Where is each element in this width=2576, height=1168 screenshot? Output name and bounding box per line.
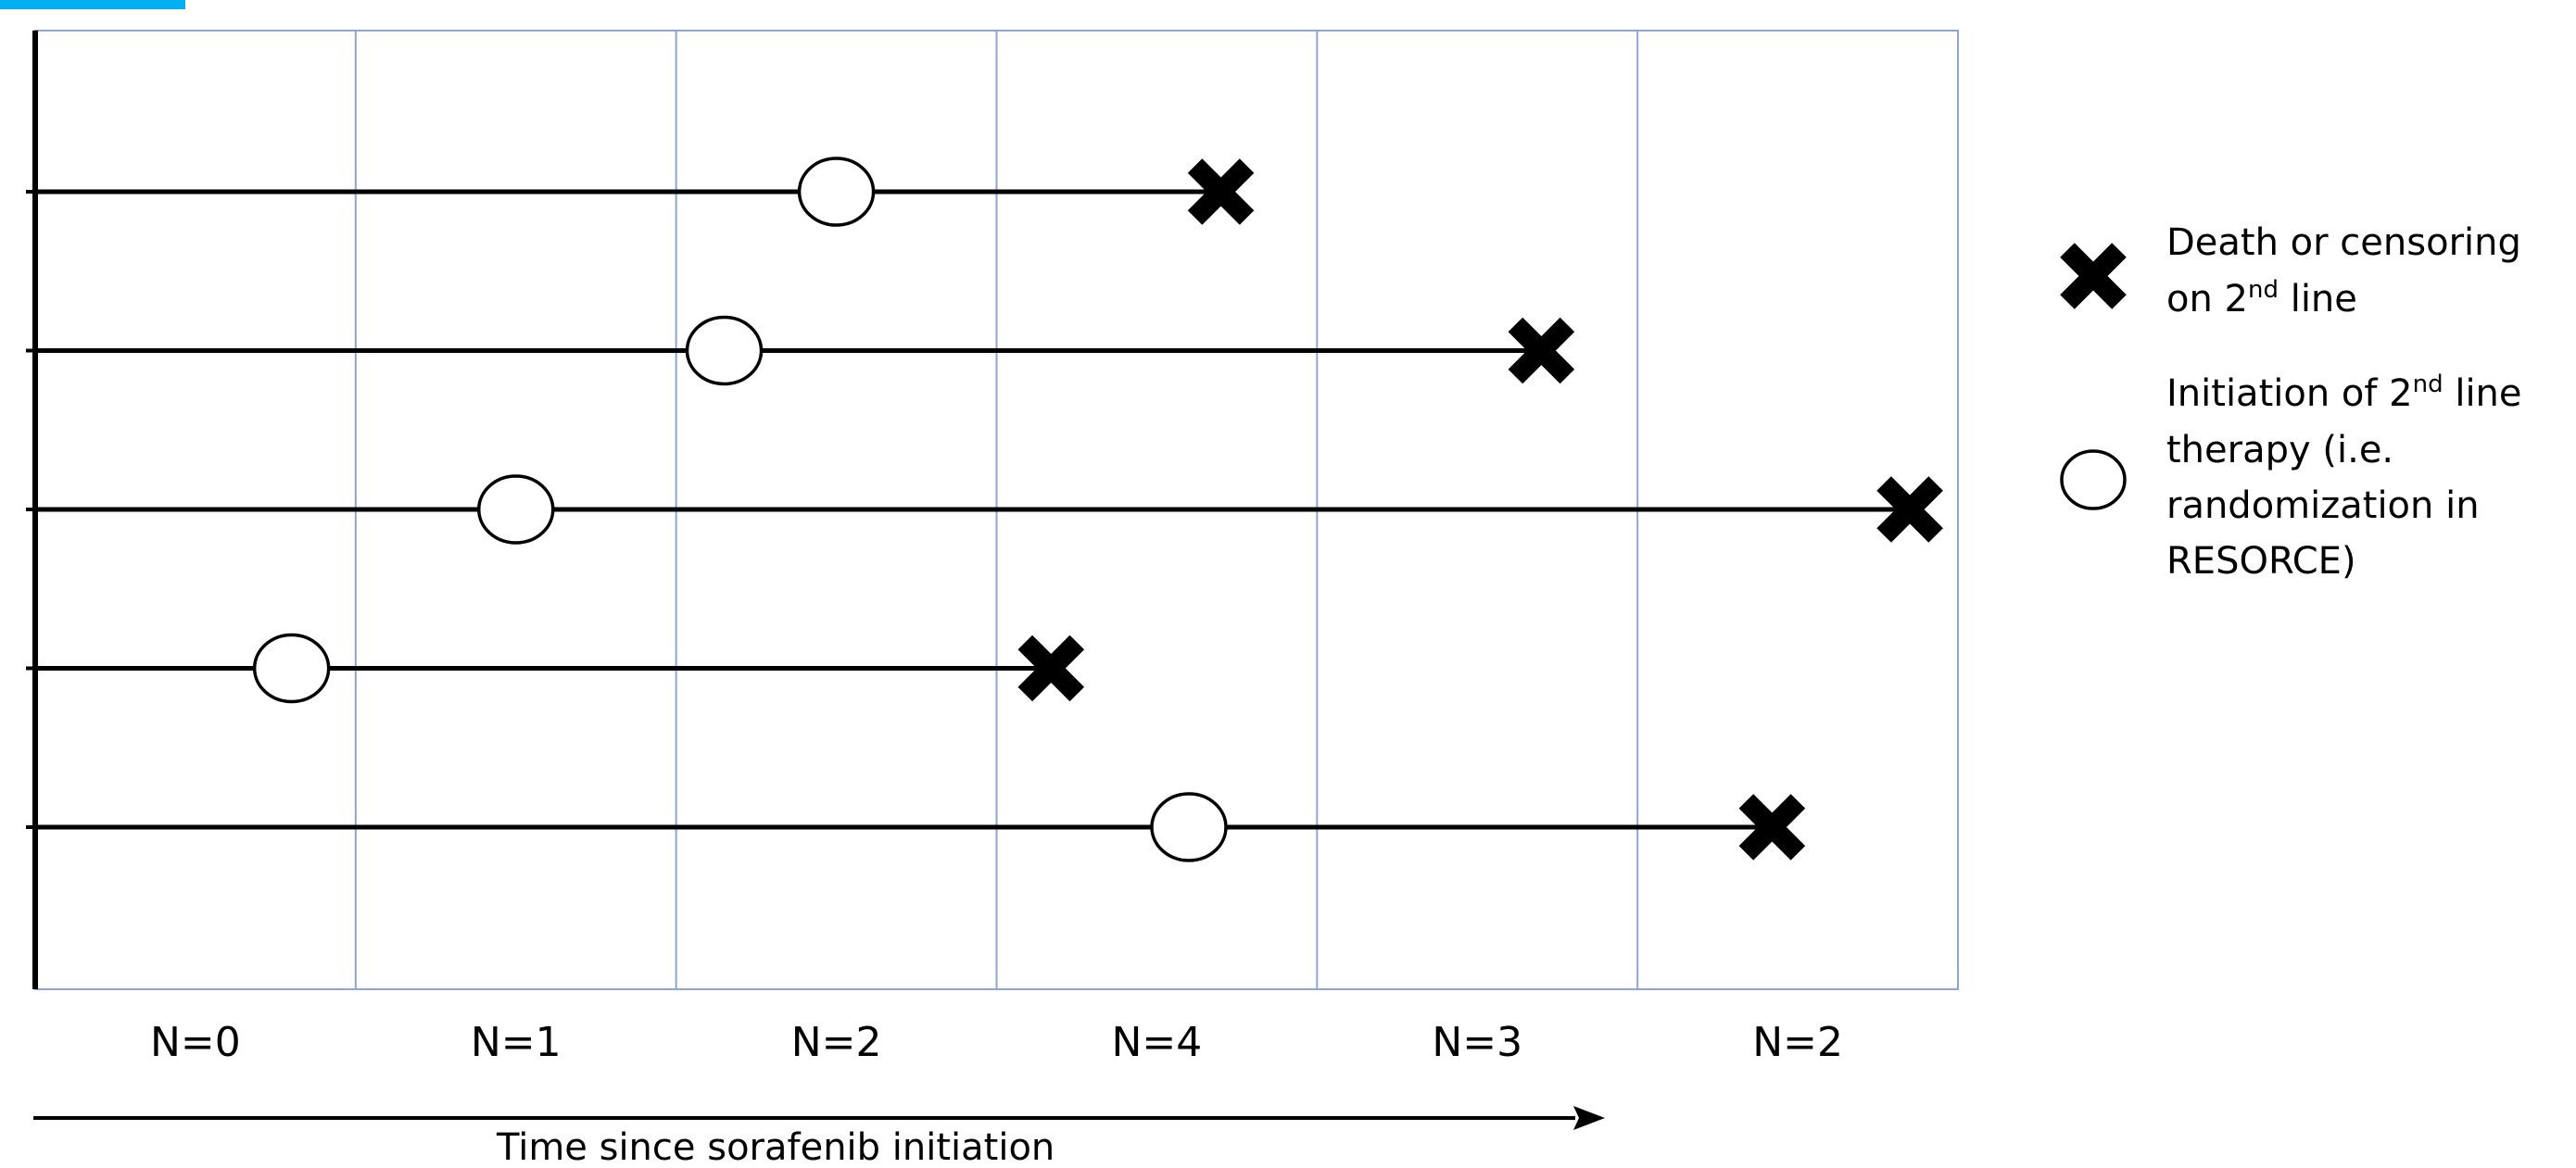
legend-init-line1-post: line xyxy=(2443,372,2522,415)
cross-marker-icon xyxy=(2060,243,2127,309)
legend-init-line1: Initiation of 2nd line xyxy=(2166,370,2522,415)
interval-count-labels: N=0 N=1 N=2 N=4 N=3 N=2 xyxy=(150,1019,1843,1066)
legend: Death or censoring on 2nd line Initiatio… xyxy=(2060,221,2522,583)
legend-death-line1: Death or censoring xyxy=(2166,221,2521,264)
time-axis: Time since sorafenib initiation xyxy=(33,1106,1605,1168)
interval-count-label: N=0 xyxy=(150,1019,241,1066)
legend-item-initiation: Initiation of 2nd line therapy (i.e. ran… xyxy=(2060,370,2522,583)
patient-row xyxy=(26,792,1806,862)
interval-count-label: N=2 xyxy=(791,1019,882,1066)
legend-init-line3: randomization in xyxy=(2166,484,2480,527)
circle-marker-icon xyxy=(2060,449,2127,510)
legend-init-sup: nd xyxy=(2413,370,2443,398)
cross-stroke xyxy=(1187,158,1255,225)
interval-count-label: N=2 xyxy=(1752,1019,1843,1066)
legend-init-line2: therapy (i.e. xyxy=(2166,429,2393,471)
arrowhead-icon xyxy=(1573,1106,1605,1130)
cross-stroke xyxy=(1508,317,1575,384)
patient-row xyxy=(26,633,1085,704)
cross-stroke xyxy=(1738,794,1806,860)
death-cross-marker xyxy=(1738,794,1806,860)
patient-row xyxy=(26,315,1575,386)
cross-stroke xyxy=(1876,476,1943,543)
initiation-circle-marker xyxy=(685,315,764,386)
legend-death-line2-post: line xyxy=(2279,278,2357,320)
legend-item-death: Death or censoring on 2nd line xyxy=(2060,221,2521,320)
death-cross-marker xyxy=(1187,158,1255,225)
heading-accent-bar xyxy=(0,0,185,9)
legend-init-line4: RESORCE) xyxy=(2166,540,2356,583)
patient-timelines xyxy=(26,157,1943,862)
legend-death-line2-pre: on 2 xyxy=(2166,278,2248,320)
legend-init-line1-pre: Initiation of 2 xyxy=(2166,372,2413,415)
death-cross-marker xyxy=(1876,476,1943,543)
death-cross-marker xyxy=(1017,634,1085,702)
initiation-circle-marker xyxy=(1150,792,1228,862)
cross-stroke xyxy=(1017,634,1085,702)
legend-death-line2: on 2nd line xyxy=(2166,276,2357,320)
patient-row xyxy=(26,157,1255,227)
initiation-circle-marker xyxy=(477,474,555,545)
initiation-circle-marker xyxy=(252,633,331,704)
patient-row xyxy=(26,474,1943,545)
legend-death-sup: nd xyxy=(2248,276,2279,304)
initiation-circle-marker xyxy=(797,157,876,227)
death-cross-marker xyxy=(1508,317,1575,384)
interval-count-label: N=1 xyxy=(471,1019,562,1066)
time-axis-label: Time since sorafenib initiation xyxy=(496,1126,1054,1168)
interval-count-label: N=3 xyxy=(1432,1019,1522,1066)
interval-count-label: N=4 xyxy=(1112,1019,1203,1066)
